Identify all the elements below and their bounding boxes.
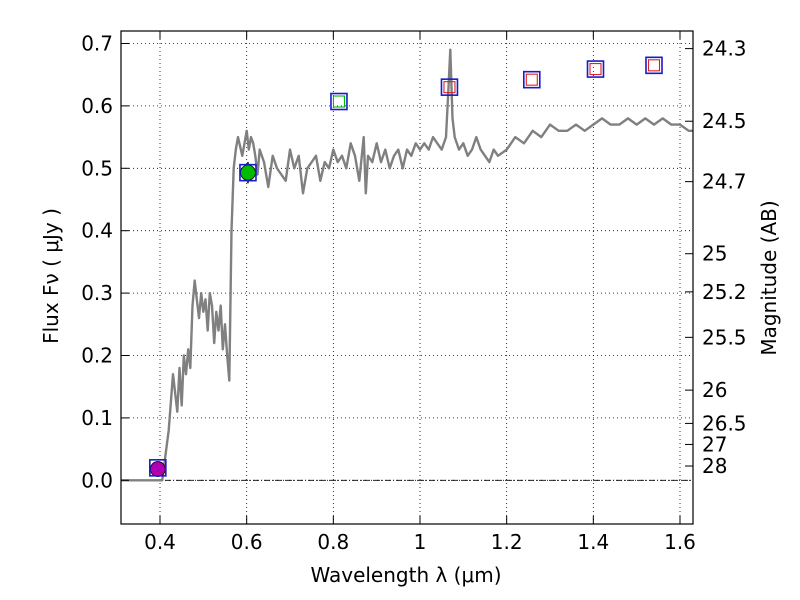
y-tick-label: 0.1	[81, 406, 113, 430]
model-photometry-box	[239, 163, 257, 182]
x-tick-label: 1.4	[577, 530, 609, 554]
grid	[121, 31, 693, 524]
model-photometry-box	[522, 70, 541, 89]
y2-tick-label: 26	[702, 378, 727, 402]
y-tick-label: 0.5	[81, 156, 113, 180]
y-axis-label: Flux Fν ( μJy )	[39, 208, 63, 344]
x-tick-label: 0.6	[231, 530, 263, 554]
y2-tick-label: 25.2	[702, 280, 747, 304]
x-axis-ticks: 0.4 0.6 0.8 1 1.2 1.4 1.6	[144, 31, 696, 554]
x-tick-label: 1	[414, 530, 427, 554]
y-tick-label: 0.2	[81, 344, 113, 368]
observed-point	[149, 461, 166, 477]
model-photometry-box	[149, 459, 167, 477]
x-tick-label: 1.2	[491, 530, 523, 554]
model-photometry-inner	[332, 95, 346, 108]
model-photometry-box	[440, 78, 459, 96]
y-axis-ticks: 0.0 0.1 0.2 0.3 0.4 0.5 0.6 0.7	[81, 31, 129, 492]
x-tick-label: 0.4	[144, 530, 176, 554]
observed-point	[240, 164, 256, 181]
model-photometry-box	[586, 60, 605, 78]
model-photometry-box	[645, 56, 663, 75]
spectrum-group	[121, 48, 693, 482]
y-tick-label: 0.6	[81, 94, 113, 118]
x-axis-label: Wavelength λ (μm)	[310, 563, 501, 587]
plot-frame	[120, 30, 694, 525]
x-tick-label: 1.6	[664, 530, 696, 554]
y2-tick-label: 24.7	[702, 170, 747, 194]
y-tick-label: 0.7	[81, 31, 113, 55]
spectrum-line	[121, 48, 693, 482]
model-photometry-inner	[647, 59, 661, 72]
y2-tick-label: 25	[702, 242, 727, 266]
y2-axis-label: Magnitude (AB)	[757, 200, 781, 355]
y-tick-label: 0.0	[81, 468, 113, 492]
model-photometry-inner	[525, 73, 538, 86]
y-tick-label: 0.3	[81, 281, 113, 305]
y2-tick-label: 24.5	[702, 109, 747, 133]
model-photometry-inner	[443, 81, 456, 94]
y2-tick-label: 24.3	[702, 37, 747, 61]
model-photometry-box	[330, 92, 348, 111]
y2-tick-label: 25.5	[702, 325, 747, 349]
y2-tick-label: 28	[702, 454, 727, 478]
model-photometry-inner	[589, 63, 602, 76]
x-tick-label: 0.8	[317, 530, 349, 554]
y2-tick-label: 27	[702, 432, 727, 456]
y2-tick-label: 26.5	[702, 411, 747, 435]
y-tick-label: 0.4	[81, 219, 113, 243]
points-group	[149, 56, 663, 477]
